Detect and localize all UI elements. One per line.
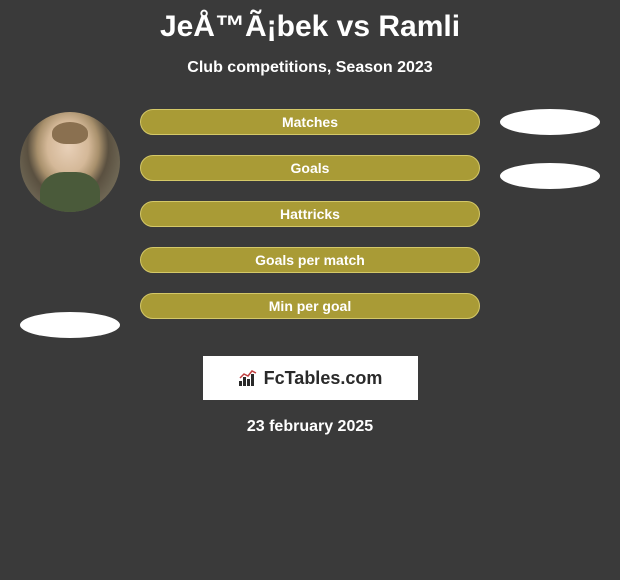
player-left-value-ellipse — [20, 312, 120, 338]
stat-pill-goals-per-match: Goals per match — [140, 247, 480, 273]
stat-pill-matches: Matches — [140, 109, 480, 135]
chart-icon — [238, 369, 260, 387]
branding-text: FcTables.com — [264, 368, 383, 389]
stats-column: Matches Goals Hattricks Goals per match … — [140, 107, 480, 319]
stat-pill-goals: Goals — [140, 155, 480, 181]
stat-label: Hattricks — [280, 206, 340, 222]
stat-pill-min-per-goal: Min per goal — [140, 293, 480, 319]
stat-pill-hattricks: Hattricks — [140, 201, 480, 227]
branding-box[interactable]: FcTables.com — [203, 356, 418, 400]
stat-label: Min per goal — [269, 298, 351, 314]
player-right-value-ellipse-1 — [500, 109, 600, 135]
stat-label: Goals per match — [255, 252, 365, 268]
player-left-column — [10, 107, 130, 338]
comparison-row: Matches Goals Hattricks Goals per match … — [0, 107, 620, 338]
subtitle: Club competitions, Season 2023 — [0, 59, 620, 77]
player-right-column — [490, 107, 610, 189]
comparison-card: JeÅ™Ã¡bek vs Ramli Club competitions, Se… — [0, 0, 620, 436]
stat-label: Matches — [282, 114, 338, 130]
player-left-avatar — [20, 112, 120, 212]
player-right-value-ellipse-2 — [500, 163, 600, 189]
footer-date: 23 february 2025 — [0, 418, 620, 436]
stat-label: Goals — [291, 160, 330, 176]
page-title: JeÅ™Ã¡bek vs Ramli — [0, 10, 620, 44]
